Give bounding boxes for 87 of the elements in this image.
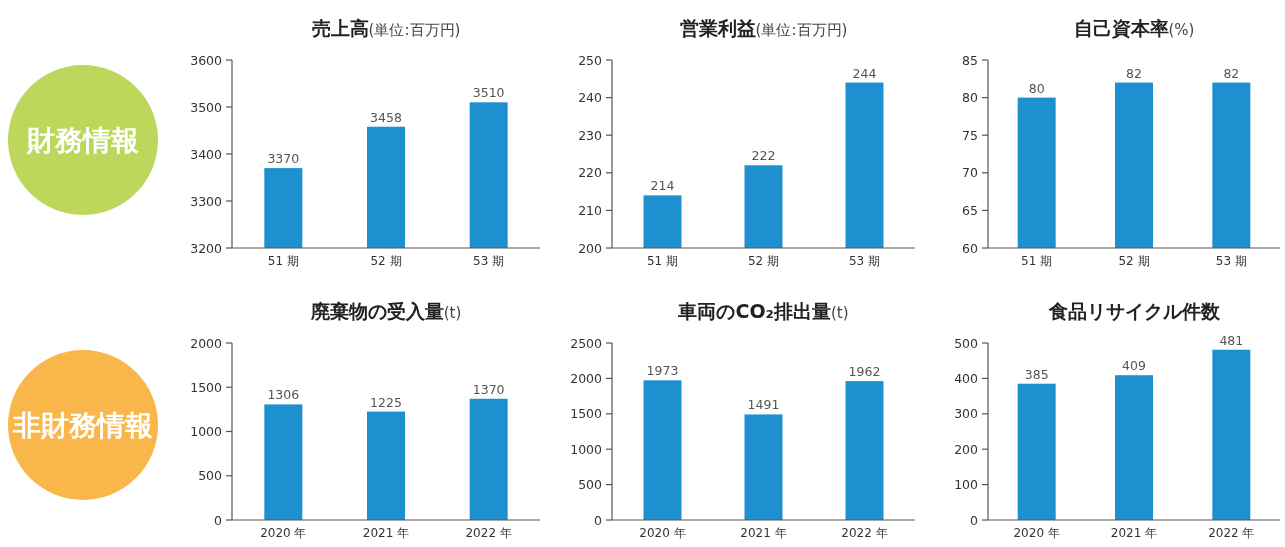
y-tick-label: 100 xyxy=(954,477,979,493)
bar xyxy=(643,380,682,520)
y-tick-label: 3400 xyxy=(190,146,223,162)
data-label: 214 xyxy=(650,178,675,194)
data-label: 1306 xyxy=(267,387,300,403)
data-label: 82 xyxy=(1126,65,1142,81)
y-tick-label: 85 xyxy=(962,52,978,68)
data-label: 1225 xyxy=(370,394,402,410)
y-tick-label: 1500 xyxy=(190,379,223,395)
data-label: 82 xyxy=(1223,65,1240,81)
x-tick-label: 51 期 xyxy=(1021,254,1053,268)
data-label: 409 xyxy=(1122,358,1146,374)
text: 財務情報 xyxy=(26,124,139,157)
y-tick-label: 3200 xyxy=(190,240,223,256)
data-label: 222 xyxy=(751,148,776,164)
y-tick-label: 3600 xyxy=(190,52,223,68)
chart-title: 自己資本率(%) xyxy=(1073,17,1195,39)
y-tick-label: 80 xyxy=(962,90,979,106)
x-tick-label: 52 期 xyxy=(370,254,402,268)
data-label: 80 xyxy=(1028,80,1045,96)
y-tick-label: 250 xyxy=(578,52,603,68)
y-tick-label: 65 xyxy=(962,202,978,218)
data-label: 1973 xyxy=(646,363,679,379)
chart-title: 営業利益(単位:百万円) xyxy=(679,17,848,39)
x-tick-label: 52 期 xyxy=(747,254,780,268)
x-tick-label: 53 期 xyxy=(473,254,505,268)
y-tick-label: 70 xyxy=(962,165,979,181)
bar xyxy=(1017,383,1056,520)
y-tick-label: 0 xyxy=(594,512,603,528)
y-tick-label: 1000 xyxy=(190,424,223,439)
bar xyxy=(744,414,783,520)
data-label: 385 xyxy=(1024,366,1049,382)
x-tick-label: 51 期 xyxy=(267,254,299,268)
bar xyxy=(1115,375,1153,520)
x-tick-label: 2022 年 xyxy=(465,526,512,540)
y-tick-label: 500 xyxy=(954,335,979,351)
data-label: 244 xyxy=(852,65,877,81)
y-tick-label: 240 xyxy=(578,90,603,106)
x-tick-label: 51 期 xyxy=(646,254,679,268)
y-tick-label: 210 xyxy=(578,202,603,218)
y-tick-label: 0 xyxy=(214,512,223,528)
bar xyxy=(845,381,884,520)
x-tick-label: 2021 年 xyxy=(362,526,410,540)
bar xyxy=(367,411,405,520)
y-tick-label: 60 xyxy=(962,240,979,256)
x-tick-label: 2021 年 xyxy=(740,526,787,540)
data-label: 3370 xyxy=(267,151,300,167)
data-label: 1491 xyxy=(747,397,780,413)
chart-title: 売上高(単位:百万円) xyxy=(311,17,461,39)
x-tick-label: 52 期 xyxy=(1118,254,1150,268)
y-tick-label: 1500 xyxy=(570,406,603,422)
y-tick-label: 400 xyxy=(954,370,979,386)
y-tick-label: 2000 xyxy=(570,370,603,386)
bar xyxy=(1212,349,1251,520)
y-tick-label: 220 xyxy=(578,165,603,181)
y-tick-label: 300 xyxy=(954,406,979,422)
bar xyxy=(264,404,303,520)
y-tick-label: 200 xyxy=(954,441,979,457)
y-tick-label: 3300 xyxy=(190,193,223,209)
data-label: 481 xyxy=(1219,332,1244,348)
data-label: 3458 xyxy=(370,109,402,125)
x-tick-label: 53 期 xyxy=(1215,254,1247,268)
text: 非財務情報 xyxy=(12,409,153,442)
x-tick-label: 2022 年 xyxy=(841,526,888,540)
x-tick-label: 2020 年 xyxy=(639,526,686,540)
data-label: 1962 xyxy=(848,364,881,380)
y-tick-label: 1000 xyxy=(570,441,603,457)
y-tick-label: 0 xyxy=(970,512,979,528)
x-tick-label: 2021 年 xyxy=(1110,526,1158,540)
x-tick-label: 2020 年 xyxy=(260,526,307,540)
x-tick-label: 53 期 xyxy=(848,254,881,268)
y-tick-label: 230 xyxy=(578,127,603,143)
y-tick-label: 500 xyxy=(198,468,223,484)
chart-title: 車両のCO₂排出量(t) xyxy=(677,300,849,322)
y-tick-label: 200 xyxy=(578,240,603,256)
x-tick-label: 2020 年 xyxy=(1013,526,1060,540)
y-tick-label: 2000 xyxy=(190,335,223,351)
y-tick-label: 2500 xyxy=(570,335,603,351)
data-label: 1370 xyxy=(472,381,505,397)
y-tick-label: 500 xyxy=(578,477,603,493)
bar xyxy=(469,398,508,520)
y-tick-label: 75 xyxy=(962,127,978,143)
chart-title: 食品リサイクル件数 xyxy=(1047,300,1221,322)
x-tick-label: 2022 年 xyxy=(1208,526,1255,540)
chart-title: 廃棄物の受入量(t) xyxy=(309,300,462,322)
y-tick-label: 3500 xyxy=(190,99,223,115)
data-label: 3510 xyxy=(472,85,505,101)
